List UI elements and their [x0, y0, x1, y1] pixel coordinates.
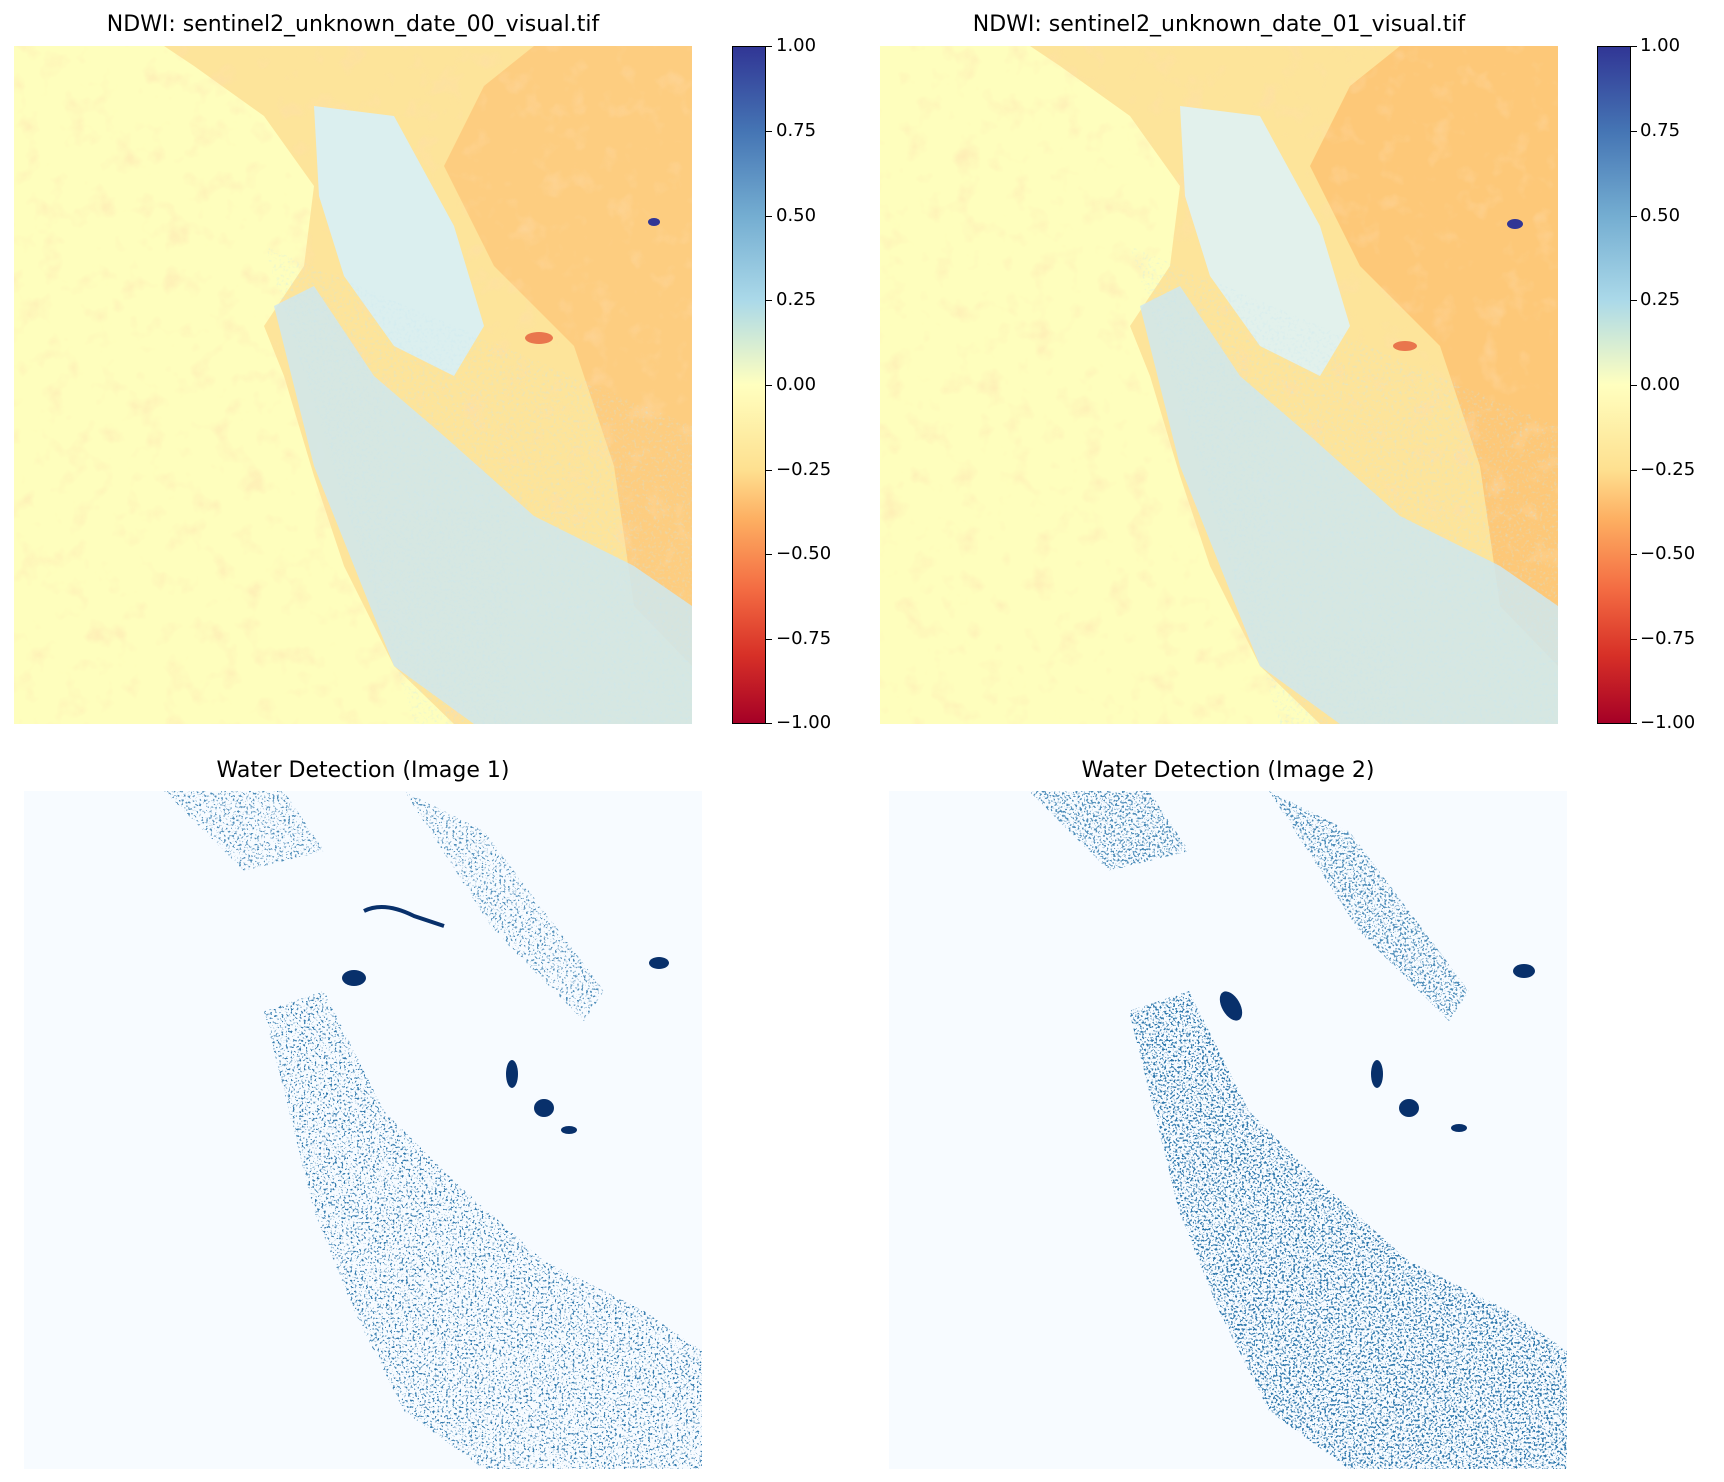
water-body: [1219, 991, 1243, 1021]
red-patch: [525, 332, 553, 344]
water-body: [1513, 964, 1535, 978]
water-title-1: Water Detection (Image 1): [216, 758, 510, 783]
colorbar-2-tick-label: −0.75: [1640, 628, 1696, 649]
water-map-2: [889, 791, 1567, 1469]
colorbar-2-tick-label: −1.00: [1640, 712, 1696, 733]
water-title-2: Water Detection (Image 2): [1081, 758, 1375, 783]
bay-region: [314, 106, 484, 376]
water-body: [506, 1060, 518, 1088]
colorbar-1-tick-label: −0.50: [776, 543, 832, 564]
colorbar-1-tick-label: 0.50: [776, 205, 817, 226]
colorbar-1-tick-label: 1.00: [776, 35, 817, 56]
colorbar-1-tick-label: 0.75: [776, 120, 817, 141]
colorbar-2-tick-label: −0.50: [1640, 543, 1696, 564]
colorbar-1-tick-label: −0.25: [776, 459, 832, 480]
colorbar-2-tick-label: 0.25: [1640, 289, 1681, 310]
ndwi-map-2: [880, 46, 1558, 724]
colorbar-1-tick-label: 0.00: [776, 374, 817, 395]
colorbar-1-tick-label: 0.25: [776, 289, 817, 310]
water-body: [561, 1126, 577, 1134]
water-mask-2: [889, 791, 1567, 1469]
colorbar-2-tick-label: 0.75: [1640, 120, 1681, 141]
ndwi-map-1: [14, 46, 692, 724]
water-body: [1451, 1124, 1467, 1132]
water-mask-1: [24, 791, 702, 1469]
ndwi-title-2: NDWI: sentinel2_unknown_date_01_visual.t…: [972, 12, 1466, 37]
water-map-1: [24, 791, 702, 1469]
water-body: [534, 1099, 554, 1117]
colorbar-2-tick-label: 1.00: [1640, 35, 1681, 56]
water-body: [649, 957, 669, 969]
colorbar-2-tick-label: 0.50: [1640, 205, 1681, 226]
colorbar-2-tick-label: 0.00: [1640, 374, 1681, 395]
water-body: [1371, 1060, 1383, 1088]
colorbar-1-tick-label: −1.00: [776, 712, 832, 733]
ndwi-heatmap-1: [14, 46, 692, 724]
colorbar-1-tick-label: −0.75: [776, 628, 832, 649]
colorbar-2-tick-label: −0.25: [1640, 459, 1696, 480]
ndwi-heatmap-2: [880, 46, 1558, 724]
water-body: [1399, 1099, 1419, 1117]
ndwi-colorbar-1: [732, 46, 766, 724]
ndwi-colorbar-2: [1597, 46, 1631, 724]
ndwi-title-1: NDWI: sentinel2_unknown_date_00_visual.t…: [106, 12, 600, 37]
water-body: [342, 970, 366, 986]
